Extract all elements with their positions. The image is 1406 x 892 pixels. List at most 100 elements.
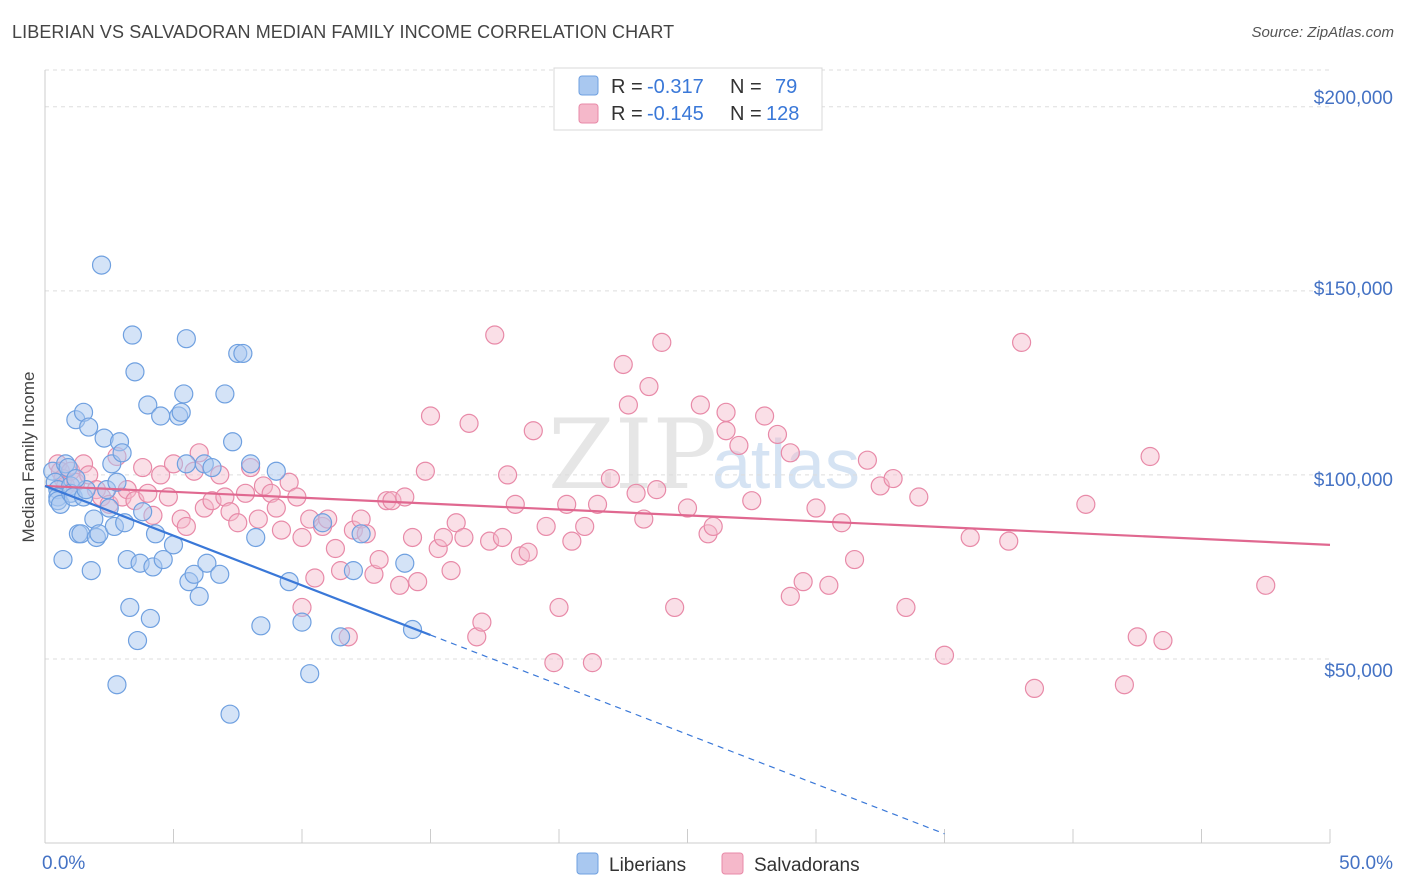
salvadoran-point-83 [582, 653, 603, 673]
liberian-point-54 [197, 553, 217, 573]
salvadoran-point-120 [1114, 675, 1135, 695]
legend-box [553, 67, 823, 131]
salvadoran-point-37 [271, 520, 292, 540]
salvadoran-point-42 [305, 568, 325, 588]
salvadoran-point-26 [202, 491, 222, 511]
salvadoran-point-111 [883, 468, 903, 489]
liberian-point-41 [140, 608, 160, 629]
salvadoran-point-109 [857, 450, 878, 470]
liberian-points [43, 255, 423, 724]
salvadoran-point-101 [754, 406, 775, 426]
bottom-legend-salvadorans: Salvadorans [754, 855, 860, 876]
bottom-legend: Liberians Salvadorans [576, 852, 860, 876]
liberian-point-45 [153, 549, 173, 570]
liberian-point-18 [79, 417, 99, 437]
salvadoran-point-115 [960, 527, 980, 548]
salvadoran-point-72 [498, 465, 518, 485]
salvadoran-point-122 [1153, 630, 1173, 651]
salvadoran-point-92 [652, 332, 672, 352]
salvadoran-points [48, 325, 1276, 699]
legend-salvadoran-r-label: R = [611, 103, 643, 125]
liberian-point-75 [402, 619, 423, 640]
salvadoran-point-61 [428, 538, 448, 559]
liberian-point-62 [251, 616, 271, 636]
salvadoran-point-67 [467, 627, 487, 647]
liberian-point-67 [300, 664, 320, 684]
salvadoran-point-82 [575, 516, 595, 537]
bottom-legend-liberians: Liberians [609, 855, 686, 876]
liberian-point-19 [81, 561, 101, 581]
liberian-point-6 [53, 549, 73, 570]
legend-salvadoran-r-value: -0.145 [647, 103, 704, 125]
salvadoran-point-90 [639, 376, 659, 397]
salvadoran-point-22 [176, 516, 196, 537]
liberian-point-36 [125, 362, 145, 382]
salvadoran-point-118 [1024, 678, 1045, 699]
salvadoran-point-78 [544, 653, 564, 673]
liberian-point-70 [176, 329, 196, 349]
liberian-point-74 [395, 553, 415, 573]
liberian-point-69 [330, 627, 351, 647]
salvadoran-point-105 [806, 498, 826, 518]
salvadoran-point-112 [896, 597, 916, 618]
salvadoran-point-117 [1011, 332, 1032, 352]
watermark-zip: ZIP [548, 399, 717, 511]
liberian-point-66 [292, 612, 312, 632]
legend-liberian-r-label: R = [611, 76, 643, 98]
salvadoran-point-60 [420, 406, 441, 426]
liberian-point-56 [210, 564, 230, 584]
legend-salvadoran-n-label: N = [730, 103, 762, 125]
liberian-point-22 [89, 524, 109, 544]
legend-liberian-n-value: 79 [775, 76, 797, 98]
liberian-point-51 [184, 564, 204, 584]
salvadoran-point-86 [613, 354, 633, 375]
salvadoran-trend-line [44, 484, 1331, 546]
liberian-trend-extension [430, 634, 945, 835]
salvadoran-point-98 [716, 421, 736, 441]
liberian-point-58 [223, 432, 243, 452]
liberian-point-44 [151, 406, 171, 426]
liberian-point-43 [145, 524, 166, 544]
salvadoran-point-35 [261, 483, 281, 503]
liberian-point-77 [220, 704, 240, 724]
salvadoran-point-52 [369, 549, 389, 570]
top-legend: R = -0.317 N = 79 R = -0.145 N = 128 [553, 67, 823, 131]
bottom-legend-swatch-liberians [576, 852, 599, 875]
salvadoran-point-64 [446, 513, 466, 533]
liberian-point-73 [351, 524, 371, 544]
liberian-point-61 [246, 527, 266, 548]
legend-swatch-salvadoran [578, 103, 599, 124]
y-tick-label-150000: $150,000 [1314, 279, 1393, 300]
liberian-point-23 [91, 255, 112, 275]
salvadoran-point-124 [1256, 575, 1276, 595]
salvadoran-point-33 [248, 509, 268, 529]
salvadoran-point-38 [279, 472, 299, 492]
liberian-point-63 [241, 454, 261, 474]
salvadoran-point-87 [618, 395, 638, 415]
salvadoran-point-91 [647, 480, 667, 500]
salvadoran-point-58 [408, 572, 428, 592]
salvadoran-point-102 [767, 424, 788, 445]
salvadoran-point-65 [454, 527, 474, 548]
liberian-point-57 [215, 384, 235, 404]
salvadoran-point-73 [505, 494, 525, 514]
legend-liberian-n-label: N = [730, 76, 762, 98]
salvadoran-point-62 [433, 527, 453, 548]
salvadoran-point-68 [472, 612, 492, 632]
salvadoran-point-126 [780, 443, 800, 463]
liberian-point-72 [343, 561, 363, 581]
salvadoran-point-77 [536, 516, 556, 537]
salvadoran-point-104 [793, 572, 813, 592]
salvadoran-point-75 [518, 542, 538, 562]
salvadoran-point-70 [485, 325, 505, 345]
liberian-point-64 [266, 461, 286, 481]
bottom-legend-swatch-salvadorans [721, 852, 744, 875]
liberian-point-35 [122, 325, 142, 345]
salvadoran-point-99 [729, 435, 749, 456]
salvadoran-point-69 [480, 531, 500, 551]
x-tick-label-min: 0.0% [42, 853, 85, 874]
salvadoran-point-51 [364, 564, 384, 584]
salvadoran-point-30 [228, 513, 248, 533]
salvadoran-point-25 [194, 498, 214, 518]
